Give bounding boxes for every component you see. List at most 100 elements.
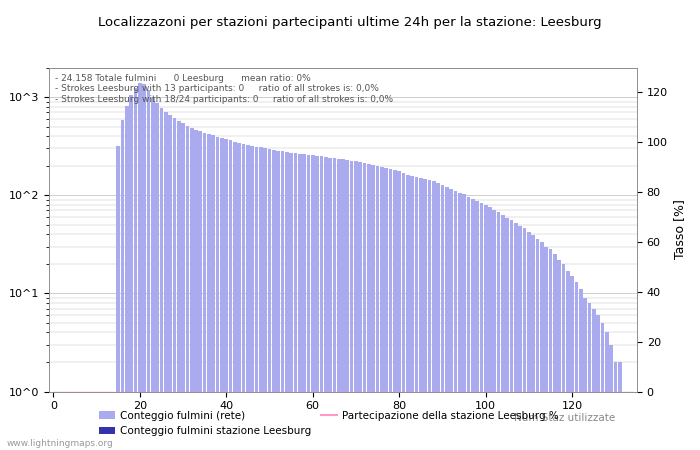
Bar [410, 176, 414, 450]
Y-axis label: Tasso [%]: Tasso [%] [673, 199, 687, 260]
Bar [488, 207, 492, 450]
Bar [505, 218, 509, 450]
Bar [557, 260, 561, 450]
Bar [510, 220, 514, 450]
Bar [414, 177, 419, 450]
Bar [531, 235, 535, 450]
Bar [570, 276, 574, 450]
Bar [419, 178, 423, 450]
Bar [289, 153, 293, 450]
Bar [372, 165, 375, 450]
Bar [307, 155, 310, 450]
Bar [540, 243, 544, 450]
Bar [376, 166, 379, 450]
Bar [229, 140, 232, 450]
Bar [337, 159, 340, 450]
Bar [501, 215, 505, 450]
Bar [514, 223, 518, 450]
Bar [575, 282, 578, 450]
Bar [592, 309, 596, 450]
Bar [199, 131, 202, 450]
Bar [324, 157, 328, 450]
Bar [354, 161, 358, 450]
Text: www.lightningmaps.org: www.lightningmaps.org [7, 439, 113, 448]
Bar [350, 161, 354, 450]
Bar [86, 392, 90, 450]
Bar [583, 298, 587, 450]
Bar [216, 137, 220, 450]
Bar [622, 392, 626, 450]
Bar [172, 118, 176, 450]
Text: - 24.158 Totale fulmini      0 Leesburg      mean ratio: 0%
- Strokes Leesburg w: - 24.158 Totale fulmini 0 Leesburg mean … [55, 74, 393, 104]
Bar [609, 345, 613, 450]
Bar [432, 181, 435, 450]
Bar [281, 151, 284, 450]
Bar [462, 194, 466, 450]
Bar [553, 254, 556, 450]
Bar [116, 146, 120, 450]
Bar [445, 188, 449, 450]
Bar [319, 157, 323, 450]
Bar [302, 154, 306, 450]
Text: Localizzazoni per stazioni partecipanti ultime 24h per la stazione: Leesburg: Localizzazoni per stazioni partecipanti … [98, 16, 602, 29]
Bar [160, 108, 163, 450]
Bar [341, 159, 345, 450]
Bar [241, 144, 246, 450]
Bar [389, 169, 393, 450]
Bar [631, 392, 634, 450]
Bar [194, 130, 198, 450]
Bar [90, 392, 94, 450]
Bar [536, 239, 540, 450]
Bar [52, 392, 55, 450]
Bar [605, 333, 608, 450]
Bar [596, 315, 600, 450]
Bar [601, 323, 604, 450]
Bar [112, 392, 116, 450]
Bar [125, 105, 129, 450]
Bar [363, 163, 367, 450]
Bar [190, 128, 193, 450]
Bar [613, 362, 617, 450]
Bar [186, 126, 189, 450]
Bar [475, 201, 479, 450]
Bar [251, 146, 254, 450]
Bar [293, 153, 298, 450]
Y-axis label: Numero: Numero [0, 205, 4, 254]
Bar [211, 135, 215, 450]
Bar [225, 139, 228, 450]
Bar [367, 164, 371, 450]
Bar [480, 202, 483, 450]
Bar [255, 147, 258, 450]
Bar [346, 160, 349, 450]
Bar [566, 271, 570, 450]
Bar [587, 303, 592, 450]
Bar [484, 205, 487, 450]
Bar [207, 134, 211, 450]
Bar [497, 212, 500, 450]
Bar [64, 392, 68, 450]
Bar [380, 167, 384, 450]
Bar [328, 158, 332, 450]
Bar [332, 158, 336, 450]
Bar [151, 98, 155, 450]
Bar [263, 148, 267, 450]
Bar [272, 150, 276, 450]
Bar [358, 162, 362, 450]
Text: Num Staz utilizzate: Num Staz utilizzate [514, 413, 616, 423]
Bar [104, 392, 107, 450]
Bar [60, 392, 64, 450]
Bar [406, 175, 410, 450]
Bar [237, 143, 241, 450]
Bar [177, 121, 181, 450]
Bar [519, 225, 522, 450]
Bar [259, 147, 262, 450]
Bar [276, 151, 280, 450]
Bar [466, 197, 470, 450]
Bar [428, 180, 431, 450]
Bar [164, 112, 167, 450]
Legend: Conteggio fulmini (rete), Conteggio fulmini stazione Leesburg, Partecipazione de: Conteggio fulmini (rete), Conteggio fulm… [94, 407, 564, 440]
Bar [315, 156, 319, 450]
Bar [82, 392, 85, 450]
Bar [146, 90, 150, 450]
Bar [142, 84, 146, 450]
